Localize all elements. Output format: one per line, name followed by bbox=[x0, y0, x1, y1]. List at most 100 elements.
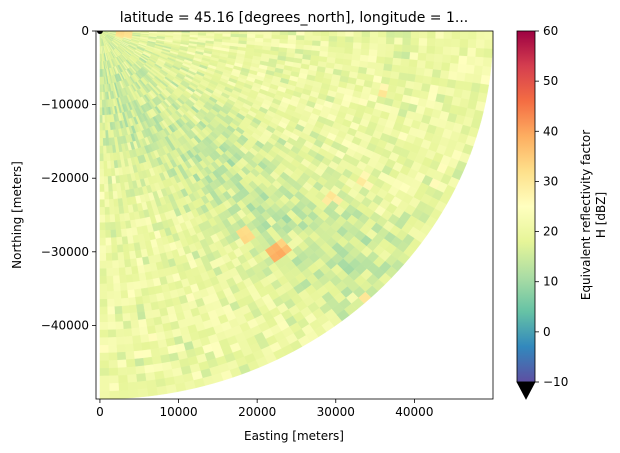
reflectivity-gate bbox=[214, 31, 223, 35]
reflectivity-gate bbox=[104, 222, 111, 231]
reflectivity-gate bbox=[110, 229, 117, 238]
reflectivity-gate bbox=[467, 47, 477, 58]
reflectivity-gate bbox=[378, 31, 387, 38]
reflectivity-gate bbox=[129, 312, 139, 322]
colorbar-tick-label: −10 bbox=[543, 375, 568, 389]
reflectivity-gate bbox=[360, 48, 370, 57]
reflectivity-gate bbox=[99, 322, 108, 331]
reflectivity-gate bbox=[344, 47, 354, 55]
reflectivity-gate bbox=[99, 176, 105, 185]
reflectivity-gate bbox=[451, 31, 461, 40]
reflectivity-gate bbox=[106, 153, 111, 162]
reflectivity-gate bbox=[122, 313, 131, 322]
colorbar-ticks: 60 50 40 30 20 10 0 −10 bbox=[535, 24, 568, 389]
reflectivity-gate bbox=[99, 184, 105, 193]
reflectivity-gate bbox=[352, 42, 362, 50]
x-tick-label: 0 bbox=[96, 405, 104, 419]
reflectivity-gate bbox=[247, 31, 256, 35]
reflectivity-gate bbox=[392, 57, 402, 66]
reflectivity-gate bbox=[279, 34, 289, 40]
reflectivity-gate bbox=[369, 31, 379, 38]
reflectivity-gate bbox=[165, 384, 177, 394]
reflectivity-gate bbox=[107, 321, 116, 331]
reflectivity-gate bbox=[435, 38, 444, 48]
reflectivity-gate bbox=[99, 329, 109, 338]
reflectivity-gate bbox=[114, 313, 124, 323]
chart-title: latitude = 45.16 [degrees_north], longit… bbox=[120, 10, 468, 26]
reflectivity-gate bbox=[328, 41, 338, 48]
reflectivity-gate bbox=[139, 334, 150, 344]
reflectivity-gate bbox=[104, 229, 111, 239]
reflectivity-gate bbox=[475, 48, 485, 58]
reflectivity-gate bbox=[393, 44, 403, 53]
reflectivity-gate bbox=[263, 34, 273, 40]
reflectivity-gate bbox=[476, 31, 486, 41]
reflectivity-gate bbox=[391, 64, 401, 73]
colorbar-label-line1: Equivalent reflectivity factor bbox=[579, 130, 593, 300]
reflectivity-gate bbox=[319, 46, 329, 53]
reflectivity-gate bbox=[108, 198, 115, 208]
reflectivity-gate bbox=[418, 31, 428, 39]
reflectivity-gate bbox=[456, 72, 466, 82]
reflectivity-gate bbox=[115, 328, 125, 338]
reflectivity-gate bbox=[415, 67, 426, 77]
reflectivity-gate bbox=[454, 80, 465, 91]
reflectivity-gate bbox=[393, 51, 403, 60]
reflectivity-gate bbox=[130, 319, 140, 329]
reflectivity-gate bbox=[130, 265, 139, 275]
colorbar-tick-label: 50 bbox=[543, 74, 558, 88]
reflectivity-gate bbox=[110, 237, 118, 246]
reflectivity-gate bbox=[377, 37, 387, 45]
reflectivity-gate bbox=[123, 328, 133, 338]
reflectivity-gate bbox=[296, 35, 305, 41]
reflectivity-gate bbox=[108, 375, 119, 384]
reflectivity-gate bbox=[134, 357, 145, 367]
reflectivity-gate bbox=[116, 344, 126, 353]
reflectivity-gate bbox=[450, 46, 461, 57]
reflectivity-gate bbox=[482, 57, 493, 68]
reflectivity-gate bbox=[134, 296, 144, 306]
reflectivity-gate bbox=[337, 31, 346, 37]
reflectivity-gate bbox=[113, 290, 122, 300]
reflectivity-gate bbox=[99, 53, 101, 62]
reflectivity-gate bbox=[368, 49, 378, 57]
reflectivity-gate bbox=[451, 38, 461, 48]
reflectivity-gate bbox=[384, 50, 395, 59]
reflectivity-gate bbox=[105, 268, 114, 277]
reflectivity-gate bbox=[102, 145, 107, 154]
reflectivity-gate bbox=[108, 383, 120, 392]
reflectivity-gate bbox=[279, 39, 289, 45]
colorbar-tick-label: 60 bbox=[543, 24, 558, 38]
reflectivity-gate bbox=[383, 63, 393, 72]
reflectivity-gate bbox=[386, 31, 395, 38]
reflectivity-gate bbox=[152, 363, 164, 373]
reflectivity-gate bbox=[439, 70, 450, 80]
reflectivity-gate bbox=[99, 122, 103, 131]
reflectivity-gate bbox=[385, 43, 395, 52]
reflectivity-gate bbox=[142, 302, 152, 312]
reflectivity-gate bbox=[118, 274, 127, 284]
reflectivity-gate bbox=[120, 290, 129, 299]
reflectivity-gate bbox=[141, 349, 152, 359]
reflectivity-gate bbox=[230, 31, 240, 35]
reflectivity-gate bbox=[110, 244, 118, 254]
reflectivity-gate bbox=[287, 39, 297, 45]
reflectivity-gate bbox=[312, 31, 322, 37]
reflectivity-gate bbox=[127, 289, 136, 299]
reflectivity-gate bbox=[129, 258, 138, 268]
reflectivity-gate bbox=[118, 382, 129, 392]
reflectivity-gate bbox=[99, 237, 106, 246]
colorbar-extend-min bbox=[516, 381, 536, 400]
reflectivity-gate bbox=[345, 36, 354, 43]
reflectivity-gate bbox=[99, 99, 103, 108]
reflectivity-gate bbox=[102, 122, 106, 131]
reflectivity-gate bbox=[113, 298, 122, 307]
reflectivity-gate bbox=[112, 275, 121, 284]
x-axis: 0 10000 20000 30000 40000 bbox=[96, 399, 433, 419]
reflectivity-gate bbox=[105, 260, 113, 269]
reflectivity-gate bbox=[345, 31, 354, 38]
reflectivity-gate bbox=[99, 268, 107, 277]
reflectivity-gate bbox=[99, 306, 108, 315]
reflectivity-gate bbox=[327, 46, 337, 54]
reflectivity-gate bbox=[126, 374, 138, 383]
